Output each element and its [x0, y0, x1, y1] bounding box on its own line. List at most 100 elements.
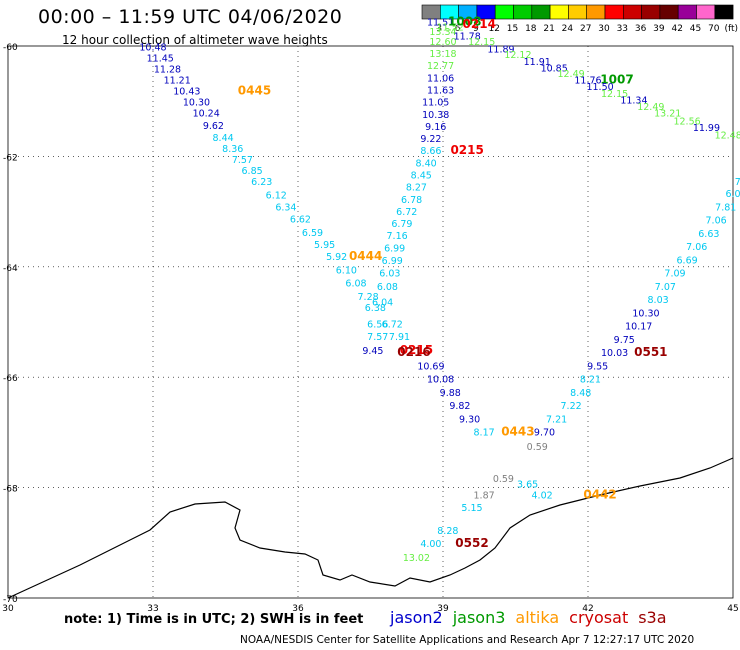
wave-height-label: 6.34: [275, 202, 296, 213]
wave-height-label: 6.69: [677, 255, 698, 266]
wave-height-label: 5.95: [314, 240, 335, 251]
wave-height-label: 8.21: [580, 375, 601, 386]
wave-height-label: 10.38: [422, 110, 449, 121]
wave-height-label: 9.16: [425, 122, 446, 133]
wave-height-label: 12.77: [427, 61, 454, 72]
time-label: 0443: [501, 425, 534, 439]
wave-height-label: 12.49: [557, 69, 584, 80]
wave-height-label: 11.34: [620, 95, 647, 106]
wave-height-label: 12.48: [715, 131, 740, 142]
chart-subtitle: 12 hour collection of altimeter wave hei…: [62, 33, 328, 47]
wave-height-label: 10.24: [193, 109, 220, 120]
time-label: 0214: [463, 17, 496, 31]
wave-height-label: 10.85: [541, 63, 568, 74]
wave-height-label: 11.05: [422, 98, 449, 109]
wave-height-label: 7.09: [664, 269, 685, 280]
wave-height-label: 12.15: [468, 37, 495, 48]
wave-height-label: 7.07: [655, 282, 676, 293]
wave-height-label: 11.06: [427, 73, 454, 84]
wave-height-label: 6.99: [382, 256, 403, 267]
wave-height-label: 6.79: [391, 219, 412, 230]
wave-height-label: 10.48: [139, 42, 166, 53]
wave-height-label: 1.87: [474, 491, 495, 502]
wave-height-label: 9.62: [203, 121, 224, 132]
wave-height-label: 7: [735, 177, 740, 188]
wave-height-label: 6.78: [401, 195, 422, 206]
wave-height-label: 10.08: [427, 375, 454, 386]
wave-height-label: 12.60: [429, 37, 456, 48]
wave-height-label: 11.76: [574, 76, 601, 87]
time-label: 0445: [238, 84, 271, 98]
plot-frame: [7, 45, 734, 599]
x-tick-label: 36: [292, 604, 304, 614]
wave-height-label: 6.12: [266, 190, 287, 201]
x-tick-label: 42: [582, 604, 593, 614]
wave-height-label: 11.99: [693, 123, 720, 134]
wave-height-label: 11.45: [147, 53, 174, 64]
colorbar-tick-label: 27: [580, 24, 591, 34]
x-tick-label: 39: [437, 604, 449, 614]
wave-height-label: 8.45: [411, 170, 432, 181]
wave-height-label: 7.16: [387, 231, 408, 242]
wave-height-label: 9.55: [587, 361, 608, 372]
time-label: 0442: [583, 488, 616, 502]
wave-height-label: 6.03: [379, 269, 400, 280]
colorbar-tick-label: 15: [507, 24, 518, 34]
wave-height-label: 8.17: [474, 428, 495, 439]
wave-height-label: 6.10: [336, 265, 357, 276]
wave-height-label: 8.40: [416, 158, 437, 169]
wave-height-label: 11.51: [427, 18, 454, 29]
wave-height-label: 6.59: [302, 228, 323, 239]
time-label: 0215: [400, 343, 433, 357]
wave-height-label: 9.75: [614, 335, 635, 346]
legend-jason3: jason3: [452, 608, 506, 627]
legend-jason2: jason2: [390, 608, 443, 627]
y-tick-label: -62: [3, 153, 18, 163]
coastline: [7, 457, 734, 599]
wave-height-label: 8.27: [406, 183, 427, 194]
time-label: 1008: [448, 15, 481, 29]
wave-height-label: 12.49: [637, 102, 664, 113]
wave-height-label: 12.56: [673, 116, 700, 127]
wave-height-label: 11.21: [164, 76, 191, 87]
wave-height-label: 12.12: [504, 50, 531, 61]
wave-height-label: 8.48: [570, 388, 591, 399]
x-tick-label: 30: [2, 604, 14, 614]
colorbar-tick-label: 33: [617, 24, 628, 34]
wave-height-label: 11.91: [524, 57, 551, 68]
wave-height-label: 6.85: [242, 166, 263, 177]
time-label: 0551: [634, 345, 667, 359]
wave-height-label: 6.23: [251, 177, 272, 188]
wave-height-label: 6.04: [372, 297, 393, 308]
y-tick-label: -70: [3, 595, 18, 605]
wave-height-label: 5.92: [326, 252, 347, 263]
wave-height-label: 7.81: [715, 202, 736, 213]
wave-height-label: 10.69: [417, 361, 444, 372]
wave-height-label: 10.30: [632, 308, 659, 319]
legend-cryosat: cryosat: [569, 608, 629, 627]
colorbar-tick-label: 12: [488, 24, 499, 34]
wave-height-label: 10.30: [183, 98, 210, 109]
wave-height-label: 12.15: [601, 89, 628, 100]
wave-height-label: 10.43: [173, 87, 200, 98]
y-tick-label: -68: [3, 485, 18, 495]
colorbar-tick-label: 21: [543, 24, 554, 34]
credit-text: NOAA/NESDIS Center for Satellite Applica…: [240, 634, 695, 646]
wave-height-label: 9.22: [420, 134, 441, 145]
wave-height-label: 13.18: [429, 49, 456, 60]
wave-height-label: 5.15: [461, 503, 482, 514]
wave-height-label: 10.17: [625, 322, 652, 333]
wave-height-label: 7.57: [232, 155, 253, 166]
colorbar-tick-label: 9: [473, 24, 479, 34]
wave-height-label: 11.50: [586, 82, 613, 93]
colorbar-tick-label: 39: [653, 24, 665, 34]
wave-height-label: 0.59: [527, 442, 548, 453]
satellite-legend: jason2 jason3 altika cryosat s3a: [390, 608, 677, 627]
wave-height-label: 7.06: [706, 216, 727, 227]
wave-height-label: 11.52: [437, 23, 464, 34]
wave-height-label: 4.00: [420, 539, 441, 550]
y-tick-label: -64: [3, 264, 18, 274]
colorbar-unit-label: (ft): [724, 24, 738, 34]
time-label: 0216: [397, 345, 430, 359]
